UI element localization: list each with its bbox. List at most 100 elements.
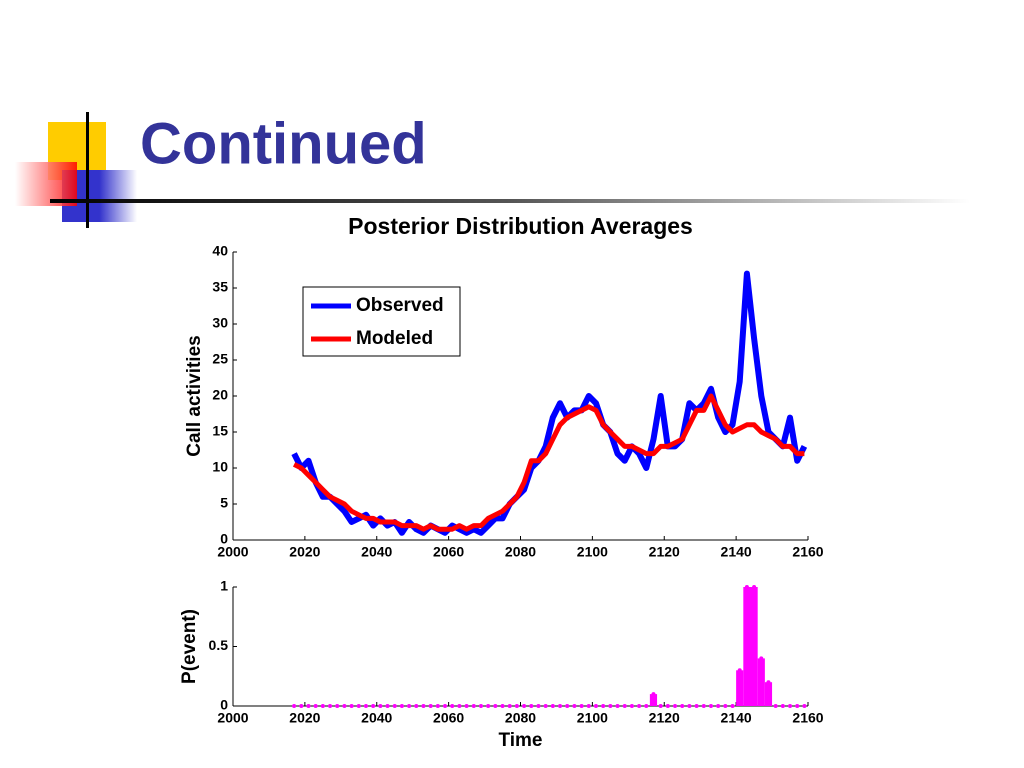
stem-marker xyxy=(694,704,699,708)
stem-marker xyxy=(428,704,433,708)
x-tick-label: 2020 xyxy=(289,544,320,560)
y-tick-label: 40 xyxy=(212,243,228,259)
stem-marker xyxy=(450,704,455,708)
stem-marker xyxy=(780,704,785,708)
x-tick-label: 2160 xyxy=(792,710,823,726)
stem-marker xyxy=(601,704,606,708)
stem-marker xyxy=(356,704,361,708)
stem-marker xyxy=(543,704,548,708)
x-tick-label: 2040 xyxy=(361,544,392,560)
stem-marker xyxy=(399,704,404,708)
stem-marker xyxy=(759,656,764,661)
deco-vline xyxy=(86,112,89,228)
stem-marker xyxy=(471,704,476,708)
x-axis-label: Time xyxy=(498,730,542,751)
stem-bar xyxy=(649,694,658,706)
stem-marker xyxy=(529,704,534,708)
legend-label: Modeled xyxy=(356,328,433,349)
x-tick-label: 2060 xyxy=(433,710,464,726)
y-tick-label: 15 xyxy=(212,423,228,439)
stem-marker xyxy=(342,704,347,708)
y-tick-label: 0 xyxy=(220,531,228,547)
stem-marker xyxy=(514,704,519,708)
x-tick-label: 2080 xyxy=(505,544,536,560)
stem-marker xyxy=(723,704,728,708)
stem-marker xyxy=(687,704,692,708)
slide-title: Continued xyxy=(140,111,427,176)
stem-marker xyxy=(788,704,793,708)
y-tick-label: 20 xyxy=(212,387,228,403)
x-tick-label: 2100 xyxy=(577,544,608,560)
stem-marker xyxy=(363,704,368,708)
stem-marker xyxy=(536,704,541,708)
x-tick-label: 2060 xyxy=(433,544,464,560)
y-tick-label: 35 xyxy=(212,279,228,295)
stem-marker xyxy=(773,704,778,708)
y-tick-label: 5 xyxy=(220,495,228,511)
x-tick-label: 2100 xyxy=(577,710,608,726)
y-axis-label: P(event) xyxy=(179,609,200,684)
y-tick-label: 30 xyxy=(212,315,228,331)
stem-bar xyxy=(750,587,758,706)
stem-marker xyxy=(378,704,383,708)
x-tick-label: 2020 xyxy=(289,710,320,726)
stem-marker xyxy=(665,704,670,708)
stem-marker xyxy=(421,704,426,708)
data-line xyxy=(292,393,805,532)
stem-marker xyxy=(349,704,354,708)
stem-marker xyxy=(292,704,297,708)
stem-marker xyxy=(637,704,642,708)
deco-hline xyxy=(50,199,970,203)
stem-marker xyxy=(486,704,491,708)
stem-marker xyxy=(744,585,749,589)
x-tick-label: 2040 xyxy=(361,710,392,726)
stem-marker xyxy=(558,704,563,708)
legend-label: Observed xyxy=(356,295,444,316)
stem-marker xyxy=(478,704,483,708)
stem-marker xyxy=(701,704,706,708)
stem-marker xyxy=(565,704,570,708)
stem-marker xyxy=(730,704,735,708)
stem-marker xyxy=(306,704,311,708)
x-tick-label: 2140 xyxy=(721,544,752,560)
stem-marker xyxy=(752,585,757,589)
stem-marker xyxy=(658,704,663,708)
stem-marker xyxy=(507,704,512,708)
stem-marker xyxy=(550,704,555,708)
stem-marker xyxy=(802,704,807,708)
chart-title: Posterior Distribution Averages xyxy=(348,213,693,239)
stem-marker xyxy=(795,704,800,708)
plot-area xyxy=(233,587,808,706)
x-tick-label: 2000 xyxy=(217,710,248,726)
x-tick-label: 2160 xyxy=(792,544,823,560)
stem-marker xyxy=(716,704,721,708)
stem-marker xyxy=(414,704,419,708)
y-axis-label: Call activities xyxy=(184,335,205,456)
stem-bar xyxy=(743,587,751,706)
stem-marker xyxy=(593,704,598,708)
stem-marker xyxy=(766,680,771,685)
stem-marker xyxy=(335,704,340,708)
stem-marker xyxy=(608,704,613,708)
stem-marker xyxy=(435,704,440,708)
stem-marker xyxy=(629,704,634,708)
stem-bar xyxy=(736,670,744,706)
stem-marker xyxy=(457,704,462,708)
stem-marker xyxy=(651,692,656,697)
stem-marker xyxy=(385,704,390,708)
stem-marker xyxy=(443,704,448,708)
stem-marker xyxy=(680,704,685,708)
stem-marker xyxy=(313,704,318,708)
legend-box xyxy=(302,286,461,357)
stem-marker xyxy=(522,704,527,708)
stem-marker xyxy=(622,704,627,708)
y-tick-label: 0.5 xyxy=(209,637,229,653)
y-tick-label: 0 xyxy=(220,697,228,713)
stem-marker xyxy=(493,704,498,708)
stem-marker xyxy=(586,704,591,708)
stem-marker xyxy=(392,704,397,708)
stem-marker xyxy=(371,704,376,708)
y-tick-label: 1 xyxy=(220,578,228,594)
stem-marker xyxy=(407,704,412,708)
